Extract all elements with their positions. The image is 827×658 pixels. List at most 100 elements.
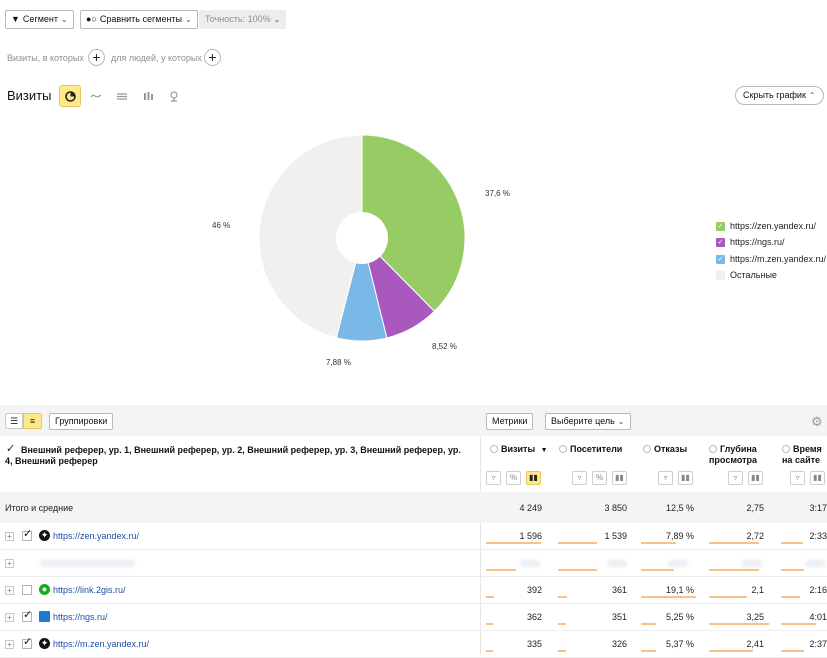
metric-bar bbox=[558, 623, 566, 625]
chevron-down-icon: ⌄ bbox=[273, 15, 281, 24]
metric-cell: 7,89 % bbox=[665, 531, 694, 541]
area-view-button[interactable] bbox=[111, 85, 133, 107]
map-pin-icon bbox=[170, 90, 178, 102]
expand-icon[interactable]: + bbox=[5, 559, 14, 568]
metric-bar bbox=[781, 623, 816, 625]
column-header-visits[interactable]: Визиты ▼ bbox=[490, 444, 548, 456]
bars-button[interactable]: ▮▮ bbox=[810, 471, 825, 485]
bar-chart-icon: ▮▮ bbox=[751, 473, 760, 482]
metric-bar bbox=[486, 569, 516, 571]
metric-cell: 19,1 % bbox=[665, 585, 694, 595]
filter-button[interactable]: ▿ bbox=[790, 471, 805, 485]
gear-icon[interactable]: ⚙ bbox=[811, 414, 823, 429]
table-row[interactable]: + https://ngs.ru/362 351 5,25 % 3,25 4:01 bbox=[0, 604, 827, 631]
hide-chart-button[interactable]: Скрыть график ⌃ bbox=[735, 86, 824, 105]
filter-button[interactable]: ▿ bbox=[728, 471, 743, 485]
line-view-button[interactable] bbox=[85, 85, 107, 107]
groupings-label: Группировки bbox=[55, 416, 108, 426]
metric-cell: 1 539 bbox=[604, 531, 627, 541]
list-view-button[interactable]: ☰ bbox=[5, 413, 23, 429]
line-chart-icon bbox=[90, 94, 102, 98]
metric-cell: 5,37 % bbox=[665, 639, 694, 649]
filter-button[interactable]: ▿ bbox=[658, 471, 673, 485]
total-visitors: 3 850 bbox=[604, 503, 627, 513]
legend-label: https://zen.yandex.ru/ bbox=[730, 221, 817, 231]
tree-view-button[interactable]: ≡ bbox=[23, 413, 42, 429]
bar-view-button[interactable] bbox=[137, 85, 159, 107]
bars-button[interactable]: ▮▮ bbox=[678, 471, 693, 485]
chart-title: Визиты bbox=[7, 88, 52, 103]
bar-chart-icon: ▮▮ bbox=[615, 473, 624, 482]
legend-item-m-zen[interactable]: ✓ https://m.zen.yandex.ru/ bbox=[716, 254, 826, 264]
pie-view-button[interactable] bbox=[59, 85, 81, 107]
2gis-icon: ● bbox=[39, 584, 50, 595]
column-header-depth[interactable]: Глубина просмотра bbox=[709, 444, 769, 466]
segment-button[interactable]: ▼ Сегмент ⌄ bbox=[5, 10, 74, 29]
metric-bar bbox=[709, 650, 753, 652]
metric-bar bbox=[781, 569, 804, 571]
expand-icon[interactable]: + bbox=[5, 613, 14, 622]
metrics-label: Метрики bbox=[492, 416, 528, 426]
bars-button[interactable]: ▮▮ bbox=[526, 471, 541, 485]
metric-cell: 351 bbox=[611, 612, 627, 622]
percent-button[interactable]: % bbox=[592, 471, 607, 485]
site-link[interactable]: https://link.2gis.ru/ bbox=[53, 585, 126, 595]
legend-item-zen[interactable]: ✓ https://zen.yandex.ru/ bbox=[716, 221, 816, 231]
table-row[interactable]: + ● https://link.2gis.ru/392 361 19,1 % 2,1 2:… bbox=[0, 577, 827, 604]
column-header-time[interactable]: Время на сайте bbox=[782, 444, 827, 466]
filter-button[interactable]: ▿ bbox=[572, 471, 587, 485]
plus-icon: + bbox=[92, 49, 101, 65]
expand-icon[interactable]: + bbox=[5, 640, 14, 649]
column-label: Отказы bbox=[654, 444, 688, 454]
accuracy-button[interactable]: Точность: 100% ⌄ bbox=[199, 10, 287, 29]
legend-item-others[interactable]: Остальные bbox=[716, 270, 777, 280]
site-link[interactable]: https://zen.yandex.ru/ bbox=[53, 531, 140, 541]
metric-bar bbox=[709, 569, 759, 571]
metric-bar bbox=[641, 623, 656, 625]
row-checkbox[interactable] bbox=[22, 611, 32, 622]
pie-chart-icon bbox=[64, 90, 76, 102]
slice-label-zen: 37,6 % bbox=[485, 189, 510, 198]
row-checkbox[interactable] bbox=[22, 530, 32, 541]
funnel-icon: ▿ bbox=[491, 473, 496, 482]
map-view-button[interactable] bbox=[163, 85, 185, 107]
row-checkbox[interactable] bbox=[22, 585, 32, 595]
metric-cell: 2,72 bbox=[746, 531, 764, 541]
add-people-condition-button[interactable]: + bbox=[204, 49, 221, 66]
metric-bar bbox=[781, 542, 803, 544]
goal-select[interactable]: Выберите цель ⌄ bbox=[545, 413, 631, 430]
table-row[interactable]: + bbox=[0, 550, 827, 577]
expand-icon[interactable]: + bbox=[5, 532, 14, 541]
legend-item-ngs[interactable]: ✓ https://ngs.ru/ bbox=[716, 237, 785, 247]
metrics-button[interactable]: Метрики bbox=[486, 413, 534, 430]
blurred-value bbox=[520, 560, 540, 567]
accuracy-label: Точность: 100% bbox=[205, 14, 271, 24]
percent-button[interactable]: % bbox=[506, 471, 521, 485]
expand-icon[interactable]: + bbox=[5, 586, 14, 595]
site-link[interactable]: https://ngs.ru/ bbox=[53, 612, 108, 622]
metric-bar bbox=[641, 596, 696, 598]
column-header-visitors[interactable]: Посетители bbox=[559, 444, 622, 455]
pie-slice-zen[interactable] bbox=[361, 134, 466, 312]
column-header-bounces[interactable]: Отказы bbox=[643, 444, 687, 455]
compare-segments-button[interactable]: ●○ Сравнить сегменты ⌄ bbox=[80, 10, 198, 29]
metric-cell: 2:16 bbox=[809, 585, 827, 595]
site-link[interactable]: https://m.zen.yandex.ru/ bbox=[53, 639, 150, 649]
table-row[interactable]: + ✦https://zen.yandex.ru/1 596 1 539 7,89 %… bbox=[0, 523, 827, 550]
column-label: Время на сайте bbox=[782, 444, 822, 465]
dimension-check-icon[interactable]: ✓ bbox=[6, 443, 16, 455]
column-divider bbox=[480, 436, 481, 654]
blurred-text bbox=[40, 560, 135, 567]
bars-button[interactable]: ▮▮ bbox=[612, 471, 627, 485]
metric-cell: 2:33 bbox=[809, 531, 827, 541]
bars-button[interactable]: ▮▮ bbox=[748, 471, 763, 485]
row-checkbox[interactable] bbox=[22, 638, 32, 649]
metric-bar bbox=[486, 650, 493, 652]
groupings-button[interactable]: Группировки bbox=[49, 413, 114, 430]
pie-slice-others[interactable] bbox=[258, 134, 363, 339]
add-visit-condition-button[interactable]: + bbox=[88, 49, 105, 66]
metric-bar bbox=[486, 542, 541, 544]
funnel-icon: ▿ bbox=[733, 473, 738, 482]
filter-button[interactable]: ▿ bbox=[486, 471, 501, 485]
metric-bar bbox=[558, 542, 597, 544]
